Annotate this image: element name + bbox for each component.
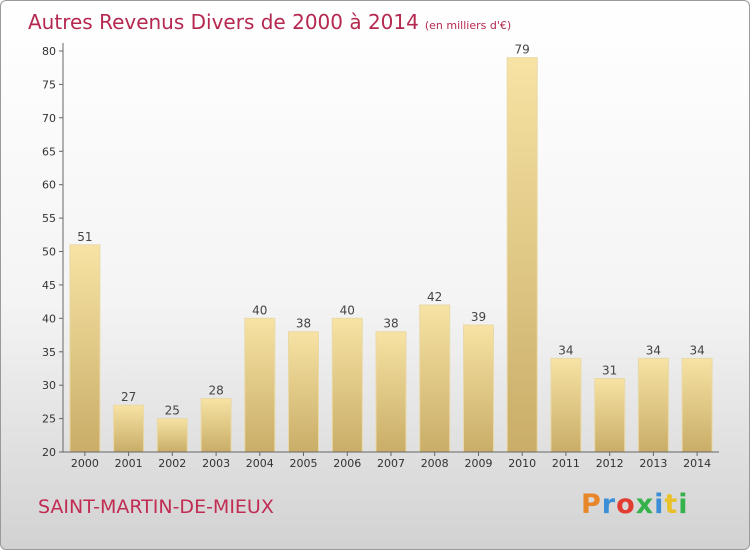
bar-2002 (156, 418, 188, 453)
y-tick-label-45: 45 (42, 279, 56, 292)
bar-2011 (550, 357, 582, 453)
bar-value-label-2014: 34 (689, 343, 704, 357)
bar-2007 (375, 331, 407, 453)
logo-letter: t (664, 489, 679, 520)
chart-title: Autres Revenus Divers de 2000 à 2014 (en … (28, 10, 511, 34)
logo-letter: x (635, 489, 655, 520)
y-tick-label-30: 30 (42, 379, 56, 392)
logo-letter: r (601, 489, 617, 520)
logo-letter: i (678, 489, 689, 520)
y-tick-label-20: 20 (42, 446, 56, 459)
bar-value-label-2000: 51 (77, 230, 92, 244)
commune-name: SAINT-MARTIN-DE-MIEUX (38, 496, 274, 518)
bar-value-label-2012: 31 (602, 364, 617, 378)
x-tick-label-2008: 2008 (421, 457, 449, 470)
chart-title-text: Autres Revenus Divers de 2000 à 2014 (28, 10, 419, 34)
bar-value-label-2007: 38 (383, 317, 398, 331)
bar-2012 (594, 378, 626, 453)
y-tick-label-70: 70 (42, 112, 56, 125)
y-tick-label-35: 35 (42, 346, 56, 359)
bar-value-label-2003: 28 (208, 384, 223, 398)
x-tick-label-2012: 2012 (596, 457, 624, 470)
bar-2000 (69, 244, 101, 453)
bar-2014 (681, 357, 713, 453)
bar-value-label-2010: 79 (515, 43, 530, 57)
x-tick-label-2000: 2000 (71, 457, 99, 470)
x-tick-label-2013: 2013 (639, 457, 667, 470)
x-tick-label-2014: 2014 (683, 457, 711, 470)
bar-2010 (506, 57, 538, 453)
bar-value-label-2009: 39 (471, 310, 486, 324)
y-tick-label-80: 80 (42, 45, 56, 58)
bar-2009 (463, 324, 494, 453)
bar-2004 (244, 317, 276, 453)
logo-letter: o (616, 489, 636, 520)
bar-value-label-2011: 34 (558, 343, 573, 357)
y-tick-label-75: 75 (42, 78, 56, 91)
x-tick-label-2011: 2011 (552, 457, 580, 470)
x-tick-label-2004: 2004 (246, 457, 274, 470)
bar-value-label-2001: 27 (121, 390, 136, 404)
x-tick-label-2007: 2007 (377, 457, 405, 470)
logo-letter: i (654, 489, 665, 520)
bar-value-label-2013: 34 (646, 343, 661, 357)
y-tick-label-40: 40 (42, 312, 56, 325)
bar-value-label-2006: 40 (340, 303, 355, 317)
x-tick-label-2003: 2003 (202, 457, 230, 470)
bar-value-label-2008: 42 (427, 290, 442, 304)
proxiti-logo: Proxiti (581, 489, 689, 520)
chart-subtitle: (en milliers d'€) (424, 19, 512, 32)
bar-2013 (637, 357, 669, 453)
bar-2005 (288, 331, 319, 453)
x-tick-label-2009: 2009 (465, 457, 493, 470)
x-tick-label-2010: 2010 (508, 457, 536, 470)
x-tick-label-2001: 2001 (115, 457, 143, 470)
x-tick-label-2006: 2006 (333, 457, 361, 470)
bar-value-label-2005: 38 (296, 317, 311, 331)
logo-letter: P (581, 489, 602, 520)
bar-value-label-2004: 40 (252, 303, 267, 317)
y-tick-label-55: 55 (42, 212, 56, 225)
y-tick-label-60: 60 (42, 179, 56, 192)
y-tick-label-65: 65 (42, 145, 56, 158)
bar-2003 (200, 398, 232, 453)
bar-value-label-2002: 25 (165, 404, 180, 418)
x-tick-label-2005: 2005 (290, 457, 318, 470)
bar-2008 (419, 304, 451, 453)
y-tick-label-25: 25 (42, 413, 56, 426)
bar-2001 (113, 404, 145, 453)
bar-2006 (331, 317, 363, 453)
x-tick-label-2002: 2002 (158, 457, 186, 470)
y-tick-label-50: 50 (42, 246, 56, 259)
